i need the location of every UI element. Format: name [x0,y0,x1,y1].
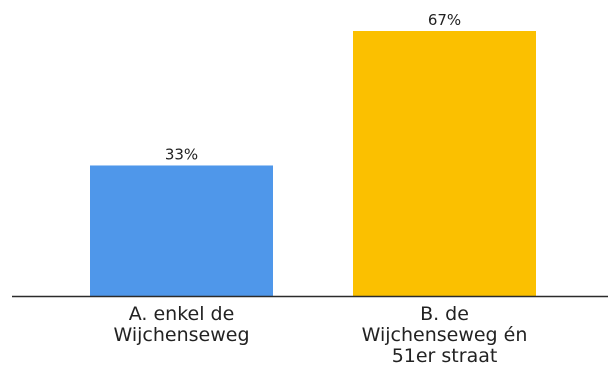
data-label-0: 33% [165,145,198,163]
category-label-1-line-2: 51er straat [392,345,498,367]
bar-0 [90,165,273,296]
category-label-1-line-0: B. de [420,303,469,325]
category-label-1-line-1: Wijchenseweg én [362,324,528,346]
data-label-1: 67% [428,11,461,29]
bar-1 [353,31,536,296]
category-label-0-line-1: Wijchenseweg [113,324,249,346]
bars-group [90,31,536,296]
category-label-0-line-0: A. enkel de [129,303,235,325]
data-labels-group: 33% 67% [165,11,461,163]
